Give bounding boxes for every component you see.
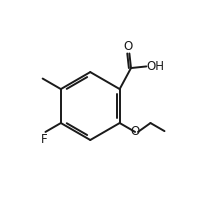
Text: O: O — [124, 40, 133, 53]
Text: F: F — [41, 133, 48, 146]
Text: OH: OH — [147, 60, 165, 73]
Text: O: O — [131, 125, 140, 138]
